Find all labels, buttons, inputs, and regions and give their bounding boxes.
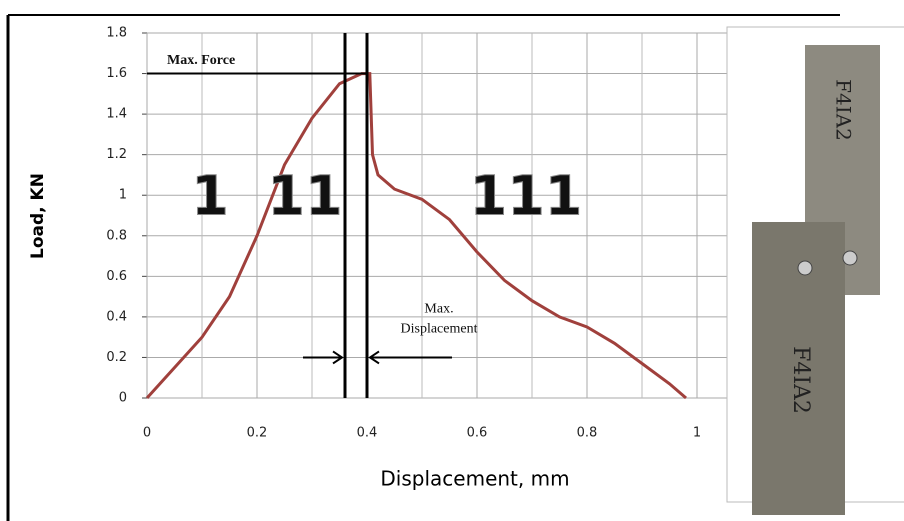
max-displacement-label: Max. [424, 302, 453, 317]
specimen-label: F4IA2 [832, 79, 856, 141]
specimen-label: F4IA2 [788, 346, 813, 414]
plot-area: 0 0.2 0.4 0.6 0.8 1 1.2 1.4 1.6 1.8 0 0.2 0.4 0.6 0.8 1… [106, 26, 808, 441]
y-tick-label: 0.4 [106, 309, 127, 324]
y-tick-label: 1.8 [106, 26, 127, 41]
specimen-photo: F4IA2 F4IA2 [726, 26, 904, 515]
y-tick-label: 1.6 [106, 66, 127, 81]
x-tick-label: 1 [693, 426, 701, 441]
rivet [797, 260, 813, 276]
y-tick-label: 1 [119, 188, 127, 203]
x-tick-label: 0 [143, 426, 151, 441]
y-tick-label: 1.2 [106, 147, 127, 162]
region-label: 11 [267, 165, 342, 228]
y-tick-label: 0.8 [106, 228, 127, 243]
y-tick-label: 0 [119, 391, 127, 406]
y-axis-title: Load, KN [28, 173, 48, 259]
x-tick-label: 0.6 [467, 426, 488, 441]
x-axis-title: Displacement, mm [380, 467, 569, 491]
arrow [303, 350, 344, 365]
y-tick-label: 1.4 [106, 107, 127, 122]
y-tick-label: 0.2 [106, 350, 127, 365]
x-tick-label: 0.4 [357, 426, 378, 441]
data-line [145, 72, 687, 400]
max-displacement-label: Displacement [401, 322, 478, 337]
arrow [368, 350, 452, 365]
x-tick-label: 0.2 [247, 426, 268, 441]
region-label: 1 [191, 165, 229, 228]
x-tick-label: 0.8 [577, 426, 598, 441]
y-tick-label: 0.6 [106, 269, 127, 284]
region-label: 111 [470, 165, 583, 228]
max-force-label: Max. Force [167, 53, 235, 68]
rivet [842, 250, 858, 266]
